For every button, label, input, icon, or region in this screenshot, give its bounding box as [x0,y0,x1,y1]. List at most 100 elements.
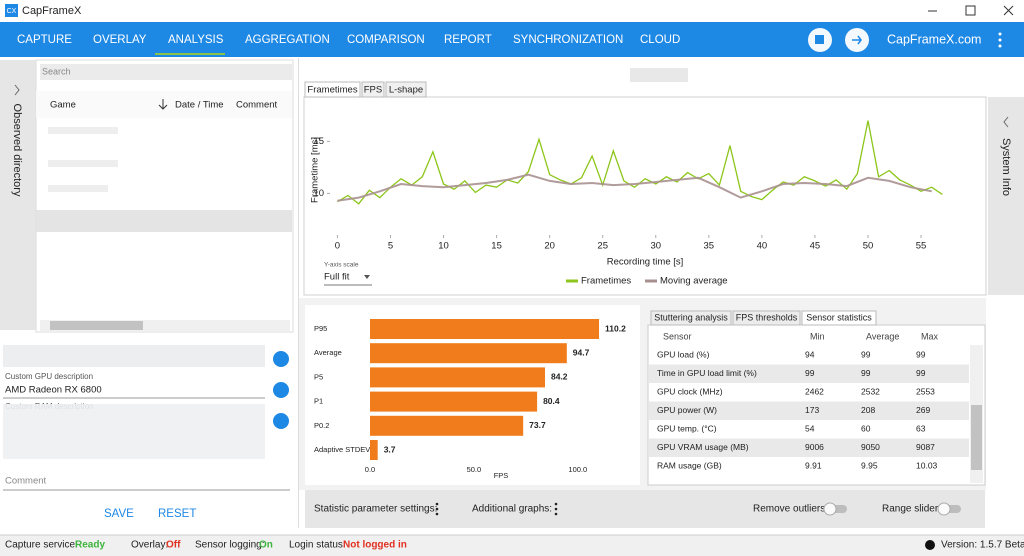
option-menu-dot[interactable] [554,502,558,506]
search-box[interactable] [40,64,292,80]
active-tab-underline [155,53,225,55]
option-menu-dot[interactable] [554,512,558,516]
option-menu-dot[interactable] [435,512,439,516]
grid-header [36,91,292,118]
chart-tab-label[interactable]: Frametimes [307,85,357,96]
refresh-button[interactable] [273,413,289,429]
x-tick-label: 30 [650,241,661,252]
column-header[interactable]: Game [50,100,76,111]
option-menu-dot[interactable] [554,507,558,511]
chart-tab[interactable] [304,81,361,98]
status-label: Capture service: [5,540,78,551]
table-cell: 208 [861,405,875,415]
y-scale-label: Y-axis scale [324,262,359,269]
row-stripe [649,401,969,420]
h-scrollbar[interactable] [40,320,290,331]
column-header[interactable]: Comment [236,100,278,111]
table-cell: 99 [916,349,926,359]
table-tab-label[interactable]: FPS thresholds [736,312,798,322]
blurred-field [3,404,265,459]
expand-arrow [1003,116,1009,128]
chart-tab-label[interactable]: FPS [364,85,382,96]
close[interactable] [1003,5,1014,16]
series-line [337,173,932,202]
row-stripe [649,438,969,457]
search-placeholder: Search [42,66,71,76]
table-tab[interactable] [650,310,732,326]
option-menu-dot[interactable] [435,507,439,511]
nav-tab[interactable]: ANALYSIS [168,34,224,46]
table-cell: 94 [805,349,815,359]
chart-tab[interactable] [385,81,427,98]
status-value: Not logged in [343,540,407,551]
blurred-row[interactable] [48,127,118,134]
nav-tab[interactable]: REPORT [444,34,492,46]
column-header[interactable]: Date / Time [175,100,224,111]
toggle-knob[interactable] [823,502,837,516]
menu-dot[interactable] [998,44,1002,48]
chart-tab[interactable] [361,81,385,98]
column-header: Average [866,331,899,341]
blurred-row[interactable] [48,160,118,167]
comment-placeholder[interactable]: Comment [5,476,47,487]
refresh-button[interactable] [273,382,289,398]
nav-tab[interactable]: CLOUD [640,34,680,46]
menu-dot[interactable] [998,38,1002,42]
nav-tab[interactable]: OVERLAY [93,34,147,46]
table-cell: 9.91 [805,460,822,470]
y-axis-label: Frametime [ms] [310,137,321,203]
title-bar [0,0,1024,22]
table-tab-label[interactable]: Sensor statistics [806,312,872,322]
x-tick-label: 50 [863,241,874,252]
menu-dot[interactable] [998,32,1002,36]
maximize[interactable] [965,5,976,16]
nav-tab[interactable]: AGGREGATION [245,34,330,46]
option-label: Additional graphs: [472,504,552,515]
reset-button[interactable]: RESET [158,508,196,520]
legend-label: Frametimes [581,276,631,287]
nav-tab[interactable]: CAPTURE [17,34,72,46]
app-icon-text: CX [7,8,17,15]
info-icon [925,540,935,550]
selected-row[interactable] [36,210,292,232]
table-cell: 9006 [805,442,824,452]
save-button[interactable]: SAVE [104,508,134,520]
x-tick-label: 50.0 [467,465,482,474]
table-cell: 9050 [861,442,880,452]
value-label: 110.2 [605,323,626,333]
blurred-row[interactable] [48,185,108,192]
table-cell: 173 [805,405,819,415]
x-tick-label: 20 [544,241,555,252]
scroll-thumb[interactable] [971,405,982,470]
table-tab[interactable] [801,310,877,326]
x-tick-label: 0.0 [365,465,375,474]
brand[interactable]: CapFrameX.com [887,32,981,46]
bar [370,319,600,339]
option-menu-dot[interactable] [435,502,439,506]
toggle-knob[interactable] [937,502,951,516]
scroll-thumb[interactable] [50,321,143,330]
x-tick-label: 25 [597,241,608,252]
table-cell: 2462 [805,386,824,396]
table-tab-label[interactable]: Stuttering analysis [654,312,728,322]
refresh-button[interactable] [273,351,289,367]
nav-tab[interactable]: SYNCHRONIZATION [513,34,623,46]
y-tick-label: 10 [313,188,324,199]
nav-tab[interactable]: COMPARISON [347,34,425,46]
y-tick-label: 15 [313,136,324,147]
bar [370,367,545,388]
table-cell: GPU power (W) [657,405,717,415]
column-header: Max [921,331,939,341]
field-value[interactable]: AMD Radeon RX 6800 [5,385,102,396]
x-tick-label: 0 [335,241,340,252]
side-strip[interactable] [988,97,1024,295]
x-tick-label: 100.0 [568,465,587,474]
status-value: On [259,540,273,551]
side-strip[interactable] [0,60,36,330]
table-cell: 9087 [916,442,935,452]
option-label: Remove outliers: [753,504,828,515]
table-cell: 9.95 [861,460,878,470]
table-tab[interactable] [732,310,801,326]
chart-tab-label[interactable]: L-shape [389,85,423,96]
y-scale-select[interactable]: Full fit [324,272,350,283]
